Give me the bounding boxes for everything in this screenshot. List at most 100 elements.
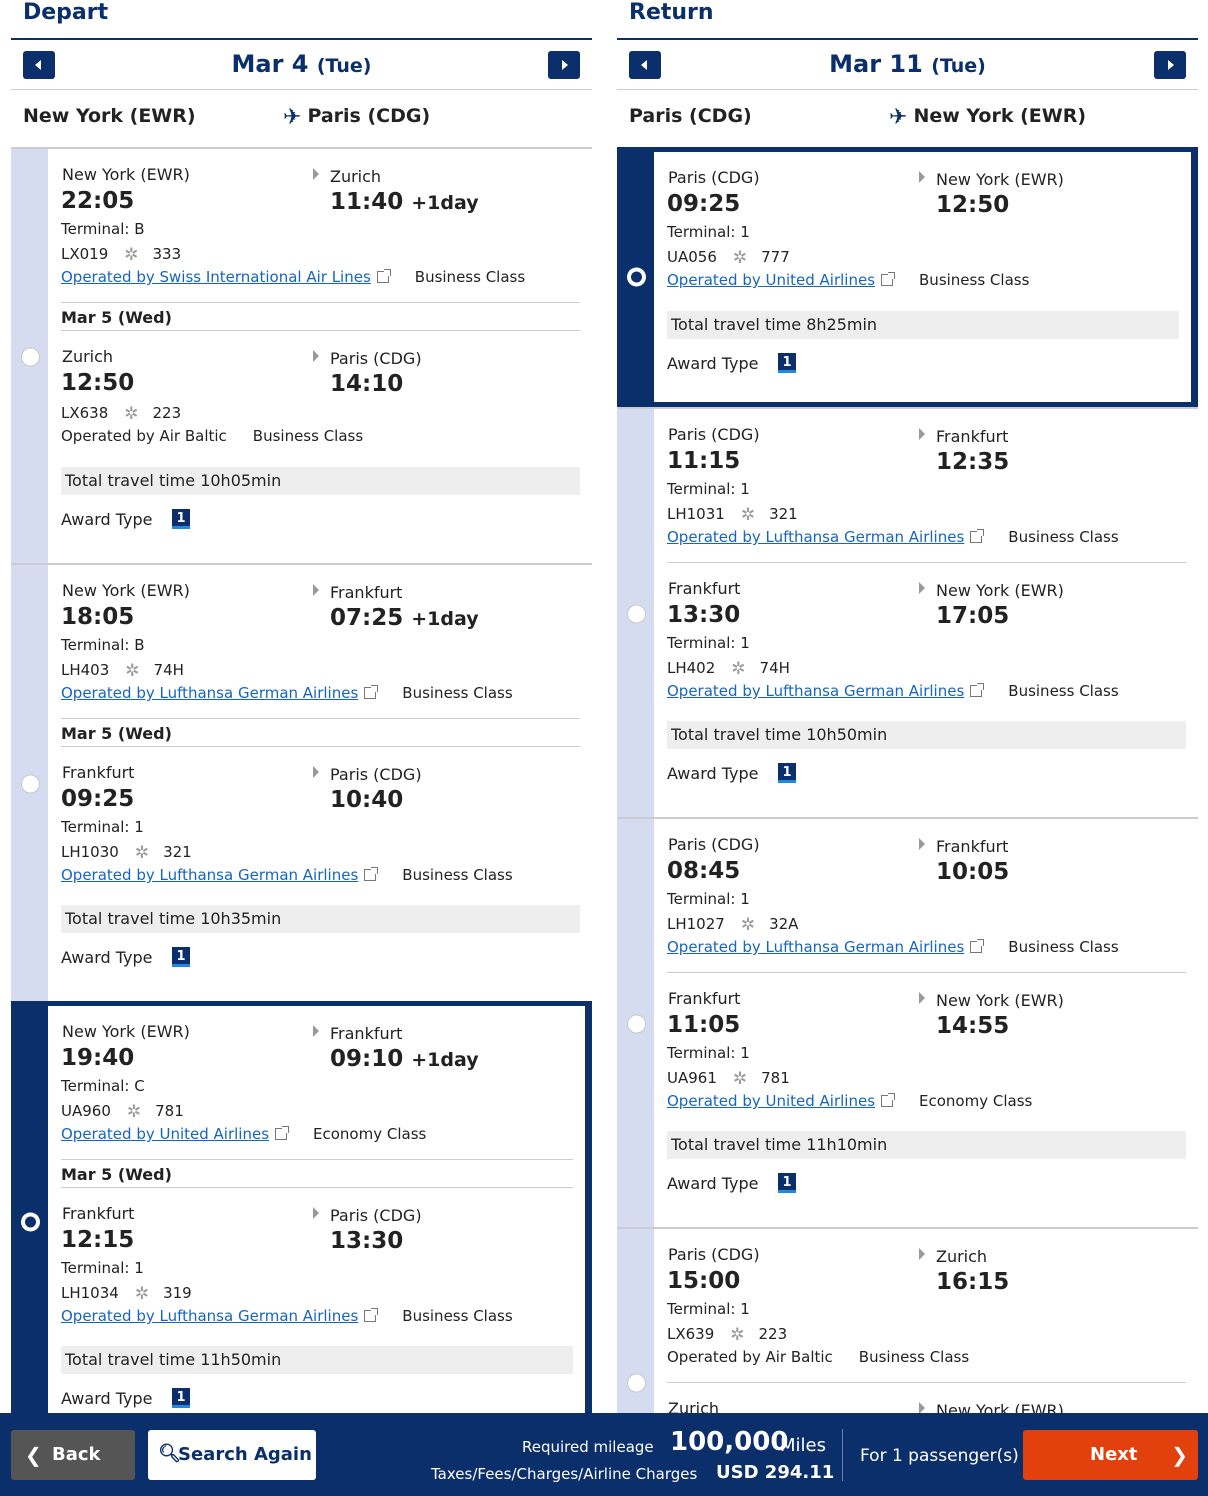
aircraft-type: 321 bbox=[163, 843, 192, 861]
operator-link[interactable]: Operated by Lufthansa German Airlines bbox=[667, 682, 965, 700]
search-again-button[interactable]: 🔍︎ Search Again bbox=[148, 1430, 316, 1480]
depart-flight-option[interactable]: New York (EWR) 22:05 Zurich 11:40 +1day Term… bbox=[11, 147, 592, 563]
depart-next-day-button[interactable] bbox=[548, 51, 580, 79]
booking-footer: ❮ Back 🔍︎ Search Again Required mileage 10… bbox=[0, 1413, 1208, 1496]
return-route-destination-text: New York (EWR) bbox=[913, 105, 1087, 127]
operator-link[interactable]: Operated by Swiss International Air Line… bbox=[61, 268, 371, 286]
depart-date-dow: (Tue) bbox=[316, 55, 372, 77]
option-radio[interactable] bbox=[627, 1373, 646, 1393]
miles-unit: Miles bbox=[780, 1435, 826, 1456]
option-radio[interactable] bbox=[627, 267, 646, 287]
cabin-class: Business Class bbox=[252, 427, 364, 445]
flight-number: UA961 bbox=[667, 1069, 717, 1087]
return-title: Return bbox=[629, 0, 714, 25]
flight-segment: New York (EWR) 18:05 Frankfurt 07:25 +1day T… bbox=[61, 565, 580, 718]
flight-info: UA056 ✲ 777 bbox=[667, 248, 790, 268]
cabin-class: Business Class bbox=[1008, 682, 1119, 700]
arrival-city: Paris (CDG) bbox=[313, 765, 422, 784]
flight-segment: New York (EWR) 19:40 Frankfurt 09:10 +1day T… bbox=[61, 1006, 573, 1159]
operator-link[interactable]: Operated by Lufthansa German Airlines bbox=[667, 528, 965, 546]
flight-segment: Frankfurt 12:15 Paris (CDG) 13:30 Terminal: … bbox=[61, 1188, 573, 1340]
cabin-class: Economy Class bbox=[919, 1092, 1033, 1110]
search-icon: 🔍︎ bbox=[158, 1443, 181, 1464]
taxes-label: Taxes/Fees/Charges/Airline Charges bbox=[431, 1465, 698, 1483]
chevron-left-icon bbox=[35, 60, 41, 70]
back-button[interactable]: ❮ Back bbox=[11, 1430, 135, 1480]
operator-link[interactable]: Operated by Lufthansa German Airlines bbox=[61, 684, 359, 702]
depart-date-bar: Mar 4 (Tue) bbox=[11, 40, 592, 90]
terminal-info: Terminal: 1 bbox=[667, 1300, 750, 1318]
option-radio[interactable] bbox=[21, 1212, 40, 1231]
option-radio[interactable] bbox=[21, 347, 40, 367]
operator-link[interactable]: Operated by United Airlines bbox=[667, 271, 876, 289]
flight-info: LX639 ✲ 223 bbox=[667, 1325, 787, 1345]
search-again-label: Search Again bbox=[178, 1444, 312, 1465]
depart-prev-day-button[interactable] bbox=[23, 51, 55, 79]
arrival-time: 12:50 bbox=[936, 192, 1009, 218]
next-button[interactable]: Next ❯ bbox=[1023, 1430, 1198, 1480]
star-alliance-icon: ✲ bbox=[124, 245, 139, 265]
flight-info: LH403 ✲ 74H bbox=[61, 661, 184, 681]
arrival-time: 17:05 bbox=[936, 603, 1009, 629]
cabin-class: Business Class bbox=[402, 866, 513, 884]
chevron-right-icon bbox=[562, 60, 568, 70]
arrival-time: 12:35 bbox=[936, 449, 1009, 475]
terminal-info: Terminal: C bbox=[61, 1077, 145, 1095]
operator-link[interactable]: Operated by Lufthansa German Airlines bbox=[61, 1307, 359, 1325]
arrival-time: 16:15 bbox=[936, 1269, 1009, 1295]
award-type-badge: 1 bbox=[172, 947, 190, 967]
option-radio[interactable] bbox=[627, 604, 646, 624]
award-type-badge: 1 bbox=[778, 353, 796, 373]
return-next-day-button[interactable] bbox=[1154, 51, 1186, 79]
star-alliance-icon: ✲ bbox=[732, 248, 748, 268]
option-radio[interactable] bbox=[627, 1014, 646, 1034]
option-details: New York (EWR) 22:05 Zurich 11:40 +1day Term… bbox=[48, 149, 592, 563]
award-type-label: Award Type bbox=[667, 1174, 759, 1193]
departure-time: 13:30 bbox=[667, 602, 741, 628]
return-flight-option[interactable]: Paris (CDG) 15:00 Zurich 16:15 Terminal: 1 LX… bbox=[617, 1227, 1198, 1413]
flight-segment: Paris (CDG) 08:45 Frankfurt 10:05 Terminal: … bbox=[667, 819, 1186, 972]
depart-flight-option[interactable]: New York (EWR) 19:40 Frankfurt 09:10 +1day T… bbox=[11, 1001, 592, 1413]
operator-link[interactable]: Operated by Lufthansa German Airlines bbox=[667, 938, 965, 956]
return-prev-day-button[interactable] bbox=[629, 51, 661, 79]
arrival-city: Frankfurt bbox=[918, 837, 1009, 856]
arrival-city: Zurich bbox=[312, 167, 382, 186]
return-flight-option[interactable]: Paris (CDG) 09:25 New York (EWR) 12:50 Termi… bbox=[617, 147, 1198, 407]
operator-line: Operated by Air Baltic Business Class bbox=[667, 1348, 969, 1366]
depart-options-list: New York (EWR) 22:05 Zurich 11:40 +1day Term… bbox=[11, 147, 592, 1413]
depart-route-bar: New York (EWR) ✈ Paris (CDG) bbox=[11, 90, 592, 147]
arrival-city: Paris (CDG) bbox=[313, 1206, 422, 1225]
flight-info: LX019 ✲ 333 bbox=[61, 245, 181, 265]
return-flight-option[interactable]: Paris (CDG) 08:45 Frankfurt 10:05 Terminal: … bbox=[617, 817, 1198, 1227]
arrival-time-text: 09:10 bbox=[330, 1046, 404, 1072]
total-travel-time: Total travel time 10h35min bbox=[61, 905, 580, 933]
operator-link[interactable]: Operated by Lufthansa German Airlines bbox=[61, 866, 359, 884]
arrival-time: 09:10 +1day bbox=[330, 1046, 479, 1072]
departure-city: Paris (CDG) bbox=[668, 1245, 760, 1264]
depart-route-origin: New York (EWR) bbox=[23, 105, 196, 127]
star-alliance-icon: ✲ bbox=[732, 1069, 748, 1089]
option-details: New York (EWR) 18:05 Frankfurt 07:25 +1day T… bbox=[48, 565, 592, 1001]
operator-line: Operated by Lufthansa German Airlines Bus… bbox=[667, 682, 1119, 700]
departure-city: New York (EWR) bbox=[62, 1022, 190, 1041]
return-flight-option[interactable]: Paris (CDG) 11:15 Frankfurt 12:35 Terminal: … bbox=[617, 407, 1198, 817]
flight-number: LX019 bbox=[61, 245, 109, 263]
cabin-class: Business Class bbox=[858, 1348, 970, 1366]
departure-time: 09:25 bbox=[61, 786, 135, 812]
departure-city: Zurich bbox=[62, 347, 114, 366]
award-type-label: Award Type bbox=[667, 764, 759, 783]
depart-flight-option[interactable]: New York (EWR) 18:05 Frankfurt 07:25 +1day T… bbox=[11, 563, 592, 1001]
operator-link[interactable]: Operated by United Airlines bbox=[61, 1125, 270, 1143]
departure-time: 18:05 bbox=[61, 604, 135, 630]
arrival-city: New York (EWR) bbox=[919, 581, 1064, 600]
option-radio[interactable] bbox=[21, 774, 40, 794]
operator-line: Operated by Swiss International Air Line… bbox=[61, 268, 525, 286]
flight-number: LH1031 bbox=[667, 505, 725, 523]
operator-link[interactable]: Operated by United Airlines bbox=[667, 1092, 876, 1110]
flight-number: LX639 bbox=[667, 1325, 715, 1343]
return-route-destination: ✈ New York (EWR) bbox=[889, 105, 1086, 130]
arrival-time-text: 14:10 bbox=[330, 371, 404, 397]
total-travel-time: Total travel time 11h50min bbox=[61, 1346, 573, 1374]
award-type: Award Type 1 bbox=[61, 495, 580, 541]
departure-city: Frankfurt bbox=[62, 763, 135, 782]
